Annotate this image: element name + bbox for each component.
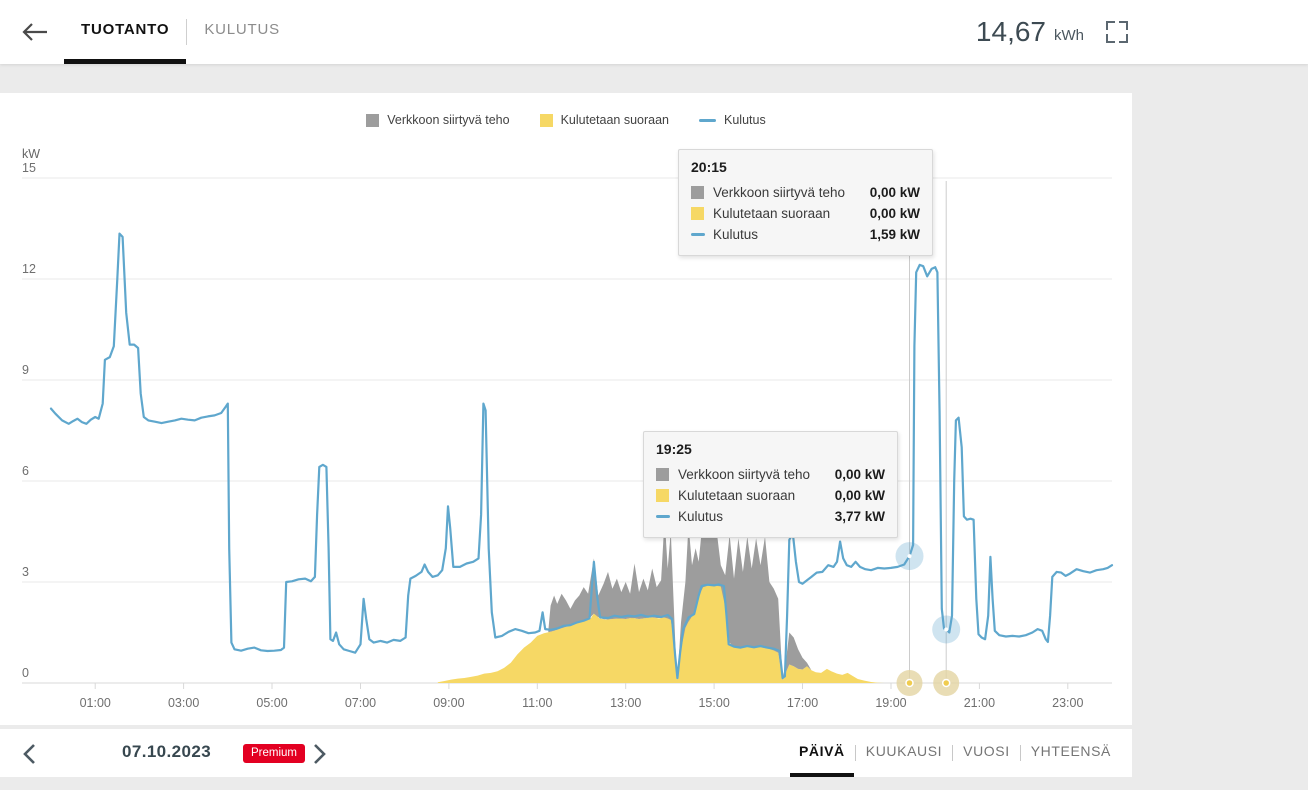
yellow-square-swatch-icon bbox=[691, 207, 704, 220]
blue-line-swatch-icon bbox=[691, 233, 705, 236]
chart-legend: Verkkoon siirtyvä teho Kulutetaan suoraa… bbox=[0, 113, 1132, 127]
x-axis-tick-label: 05:00 bbox=[256, 696, 288, 710]
total-energy-unit: kWh bbox=[1054, 26, 1084, 44]
marker-point-dot bbox=[944, 627, 949, 632]
tab-kuukausi[interactable]: KUUKAUSI bbox=[865, 743, 943, 759]
tab-paiva[interactable]: PÄIVÄ bbox=[789, 729, 854, 777]
total-energy-value: 14,67 bbox=[975, 16, 1046, 47]
legend-label: Kulutetaan suoraan bbox=[560, 113, 669, 127]
tooltip-19-25: 19:25 Verkkoon siirtyvä teho 0,00 kW Kul… bbox=[643, 431, 898, 538]
chart-panel: Verkkoon siirtyvä teho Kulutetaan suoraa… bbox=[0, 93, 1132, 725]
next-day-button[interactable] bbox=[306, 741, 332, 767]
back-button[interactable] bbox=[18, 16, 52, 48]
app-header: TUOTANTO KULUTUS 14,67 kWh bbox=[0, 0, 1308, 64]
tab-tuotanto[interactable]: TUOTANTO bbox=[64, 0, 187, 64]
x-axis-tick-label: 11:00 bbox=[522, 696, 553, 710]
tab-kulutus-label: KULUTUS bbox=[204, 21, 280, 38]
blue-line-swatch-icon bbox=[656, 515, 670, 518]
tooltip-time: 19:25 bbox=[656, 441, 692, 457]
total-energy: 14,67 kWh bbox=[976, 0, 1128, 64]
x-axis-tick-label: 19:00 bbox=[875, 696, 907, 710]
fullscreen-icon[interactable] bbox=[1106, 21, 1128, 43]
legend-item-kulutus[interactable]: Kulutus bbox=[699, 113, 766, 127]
axis-marker-dot bbox=[905, 678, 914, 688]
tooltip-row: Kulutus 1,59 kW bbox=[691, 224, 920, 245]
y-axis-tick-label: 3 bbox=[22, 565, 29, 579]
x-axis-tick-label: 03:00 bbox=[167, 696, 200, 710]
premium-badge: Premium bbox=[243, 744, 306, 763]
period-tabs: PÄIVÄ KUUKAUSI VUOSI YHTEENSÄ bbox=[789, 729, 1120, 777]
x-axis-tick-label: 09:00 bbox=[433, 696, 465, 710]
x-axis-tick-label: 13:00 bbox=[610, 696, 642, 710]
tab-vuosi[interactable]: VUOSI bbox=[963, 743, 1010, 759]
y-axis-unit-label: kW bbox=[22, 147, 41, 161]
tooltip-row: Verkkoon siirtyvä teho 0,00 kW bbox=[656, 464, 885, 485]
grid-export-area bbox=[548, 507, 812, 681]
tab-tuotanto-label: TUOTANTO bbox=[81, 21, 170, 38]
yellow-square-swatch-icon bbox=[539, 113, 553, 127]
legend-item-verkkoon-siirtyva-teho[interactable]: Verkkoon siirtyvä teho bbox=[366, 113, 510, 127]
x-axis-tick-label: 23:00 bbox=[1052, 696, 1084, 710]
gray-square-swatch-icon bbox=[656, 468, 669, 481]
tab-divider bbox=[186, 19, 188, 45]
selected-date: 07.10.2023 bbox=[122, 742, 212, 761]
tooltip-row: Kulutetaan suoraan 0,00 kW bbox=[656, 485, 885, 506]
axis-marker-dot bbox=[941, 678, 951, 688]
gray-square-swatch-icon bbox=[366, 113, 380, 127]
tooltip-row: Kulutus 3,77 kW bbox=[656, 506, 885, 527]
tooltip-20-15: 20:15 Verkkoon siirtyvä teho 0,00 kW Kul… bbox=[678, 149, 933, 256]
legend-item-kulutetaan-suoraan[interactable]: Kulutetaan suoraan bbox=[539, 113, 669, 127]
x-axis-tick-label: 17:00 bbox=[786, 696, 819, 710]
tab-yhteensa[interactable]: YHTEENSÄ bbox=[1030, 743, 1111, 759]
tooltip-row: Kulutetaan suoraan 0,00 kW bbox=[691, 203, 920, 224]
time-series-chart[interactable] bbox=[0, 93, 1132, 725]
x-axis-tick-label: 21:00 bbox=[963, 696, 996, 710]
tooltip-time: 20:15 bbox=[691, 159, 727, 175]
marker-point-dot bbox=[907, 554, 912, 559]
arrow-left-icon bbox=[22, 23, 47, 41]
footer-bar: 07.10.2023 Premium PÄIVÄ KUUKAUSI VUOSI … bbox=[0, 729, 1132, 777]
y-axis-tick-label: 9 bbox=[22, 363, 29, 377]
legend-label: Verkkoon siirtyvä teho bbox=[387, 113, 510, 127]
y-axis-tick-label: 15 bbox=[22, 161, 36, 175]
y-axis-tick-label: 6 bbox=[22, 464, 29, 478]
tooltip-row: Verkkoon siirtyvä teho 0,00 kW bbox=[691, 182, 920, 203]
yellow-square-swatch-icon bbox=[656, 489, 669, 502]
tab-kulutus[interactable]: KULUTUS bbox=[187, 0, 297, 64]
consumption-line bbox=[49, 232, 1114, 680]
direct-consumption-area bbox=[437, 585, 885, 683]
chevron-right-icon bbox=[313, 744, 326, 764]
bottom-strip bbox=[0, 790, 1308, 797]
header-tabs: TUOTANTO KULUTUS bbox=[64, 0, 297, 64]
x-axis-tick-label: 07:00 bbox=[344, 696, 377, 710]
gray-square-swatch-icon bbox=[691, 186, 704, 199]
legend-label: Kulutus bbox=[724, 113, 766, 127]
x-axis-tick-label: 01:00 bbox=[79, 696, 111, 710]
x-axis-tick-label: 15:00 bbox=[698, 696, 730, 710]
chevron-left-icon bbox=[22, 744, 35, 764]
previous-day-button[interactable] bbox=[16, 741, 42, 767]
y-axis-tick-label: 0 bbox=[22, 666, 29, 680]
y-axis-tick-label: 12 bbox=[22, 262, 36, 276]
blue-line-swatch-icon bbox=[699, 118, 716, 122]
